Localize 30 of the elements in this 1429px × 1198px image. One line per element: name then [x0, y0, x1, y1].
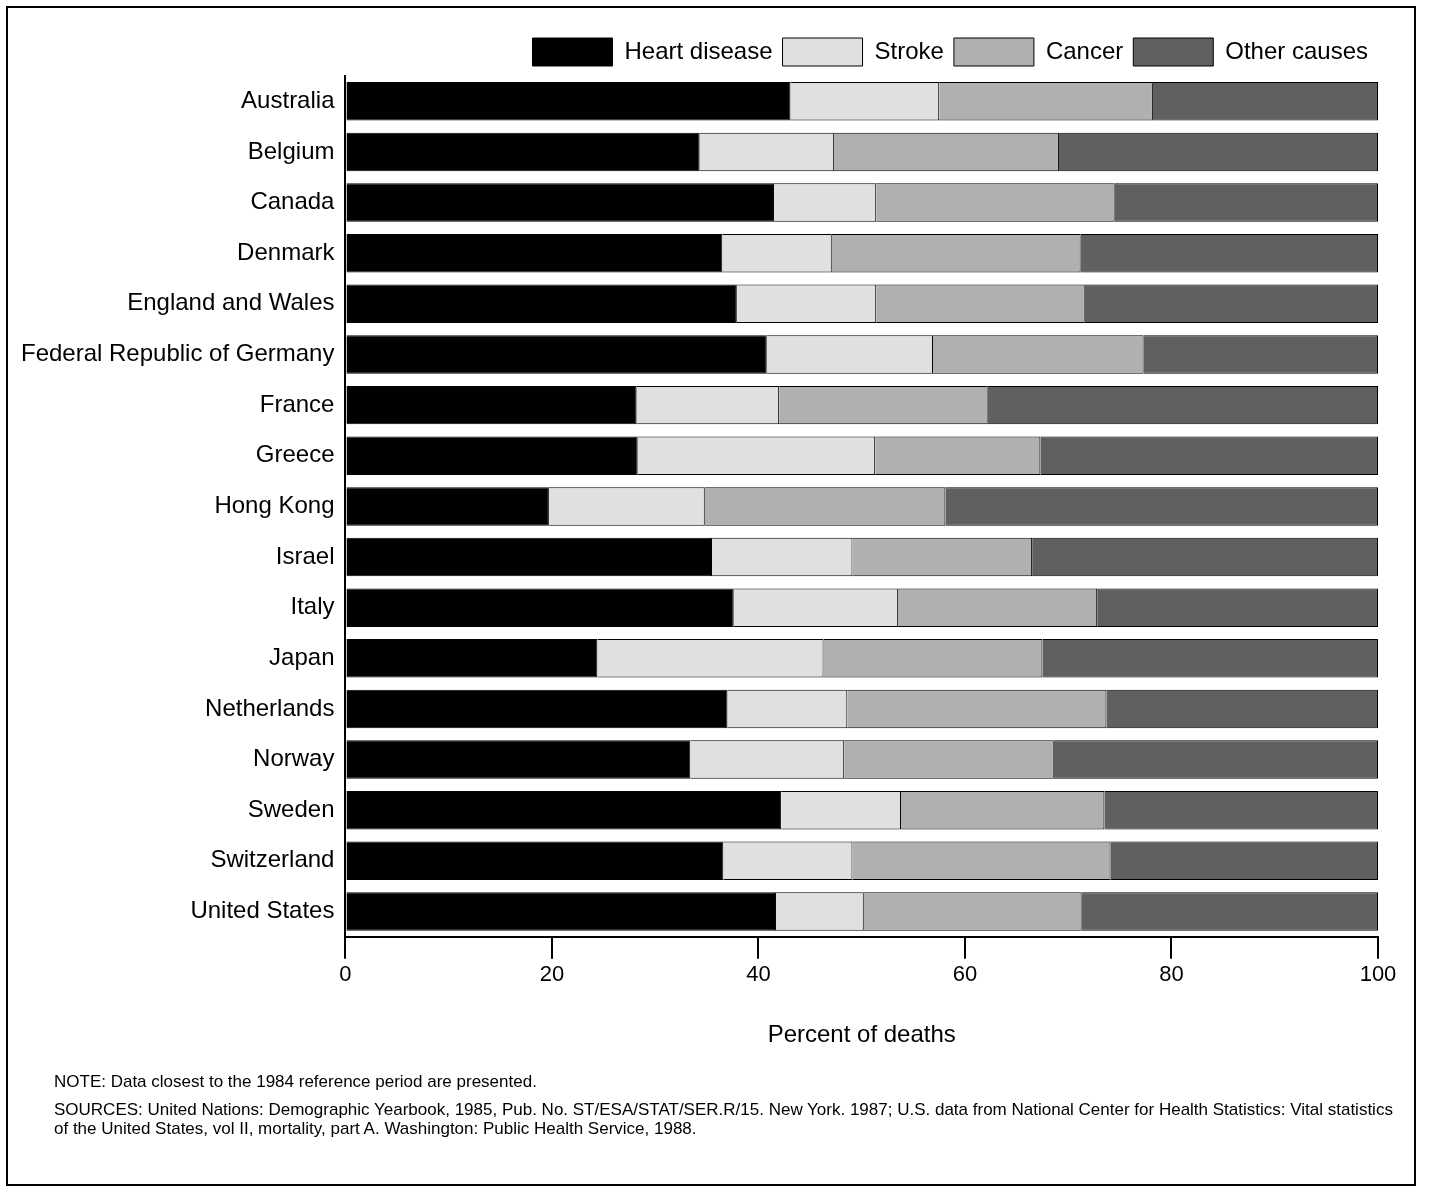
y-tick-label: Canada — [250, 187, 336, 215]
y-tick-label: United States — [190, 896, 335, 924]
y-tick-label: England and Wales — [127, 288, 335, 316]
y-tick-label: Sweden — [247, 794, 335, 822]
legend-label: Stroke — [874, 36, 944, 64]
legend-label: Cancer — [1045, 36, 1124, 64]
x-tick-label: 80 — [1159, 961, 1184, 987]
y-tick-label: Hong Kong — [214, 491, 335, 519]
legend-label: Heart disease — [624, 36, 773, 64]
y-tick-label: Netherlands — [205, 693, 335, 721]
y-tick-label: Japan — [269, 642, 335, 670]
source-note: SOURCES: United Nations: Demographic Yearbook, 1985, Pub. No. ST/ESA/STAT/SER.R/15. New York. 1987; U.S. data from National Center for Health Statistics: Vital statistics of the United States, vol II, mortality, part A. Washington: Public Health Service, 1988. — [54, 1099, 1394, 1139]
y-tick-label: Federal Republic of Germany — [20, 339, 335, 367]
x-tick-label: 20 — [539, 961, 565, 987]
x-tick-label: 60 — [952, 961, 978, 987]
legend-label: Other causes — [1225, 36, 1368, 64]
x-tick-label: 0 — [339, 961, 352, 987]
y-tick-label: France — [259, 389, 335, 417]
y-tick-label: Italy — [290, 592, 335, 620]
y-tick-label: Norway — [253, 744, 335, 772]
y-tick-label: Australia — [241, 85, 336, 113]
y-tick-label: Switzerland — [210, 845, 335, 873]
x-axis-title: Percent of deaths — [767, 1020, 956, 1048]
x-tick-label: 40 — [746, 961, 771, 987]
y-tick-label: Greece — [255, 440, 335, 468]
y-tick-label: Denmark — [237, 237, 336, 265]
text: NOTE: Data closest to the 1984 reference period are presented. — [54, 1072, 538, 1092]
y-tick-label: Belgium — [247, 136, 335, 164]
y-tick-label: Israel — [275, 541, 335, 569]
x-tick-label: 100 — [1359, 961, 1397, 987]
